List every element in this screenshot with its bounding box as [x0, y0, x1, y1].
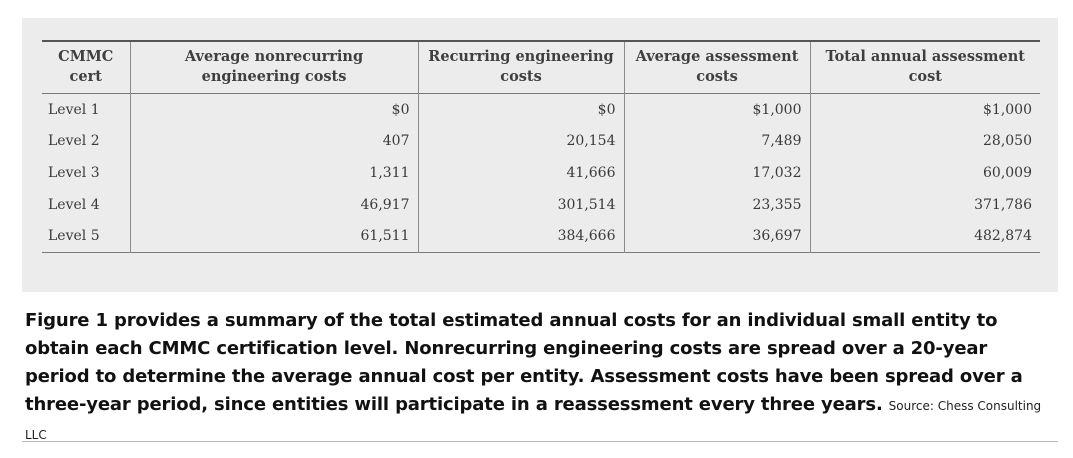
column-header-cert: CMMC cert: [58, 48, 114, 85]
assessment-cell: $1,000: [623, 93, 810, 126]
assessment-cell: 7,489: [623, 125, 810, 158]
total-cell: $1,000: [809, 93, 1040, 126]
table-row: Level 3 1,311 41,666 17,032 60,009: [42, 157, 1040, 189]
row-label: Level 3: [48, 164, 100, 181]
bottom-divider: [22, 441, 1058, 442]
recurring-cell: 20,154: [417, 125, 624, 158]
row-label: Level 4: [48, 196, 100, 213]
column-header-nonrecurring: Average nonrecurring engineering costs: [129, 41, 418, 94]
row-label: Level 1: [48, 101, 100, 118]
assessment-cell: 36,697: [623, 220, 810, 253]
column-header-total: Total annual assessment cost: [809, 41, 1040, 94]
table-row: Level 1 $0 $0 $1,000 $1,000: [42, 93, 1040, 126]
column-header-recurring: Recurring engineering costs: [417, 41, 624, 94]
table-row: Level 4 46,917 301,514 23,355 371,786: [42, 188, 1040, 221]
assessment-cell: 23,355: [623, 188, 810, 221]
row-label: Level 5: [48, 228, 100, 245]
nonrecurring-cell: 1,311: [129, 157, 418, 189]
figure-caption: Figure 1 provides a summary of the total…: [25, 307, 1055, 449]
recurring-cell: $0: [417, 93, 624, 126]
nonrecurring-cell: 61,511: [129, 220, 418, 253]
source-credit: Source: Chess Consulting LLC: [25, 399, 1042, 442]
recurring-cell: 41,666: [417, 157, 624, 189]
table-panel: CMMC cert Average nonrecurring engineeri…: [22, 18, 1058, 292]
column-header-assessment: Average assessment costs: [623, 41, 810, 94]
total-cell: 482,874: [809, 220, 1040, 253]
recurring-cell: 301,514: [417, 188, 624, 221]
total-cell: 28,050: [809, 125, 1040, 158]
nonrecurring-cell: 407: [129, 125, 418, 158]
nonrecurring-cell: 46,917: [129, 188, 418, 221]
assessment-cell: 17,032: [623, 157, 810, 189]
total-cell: 60,009: [809, 157, 1040, 189]
cost-table: CMMC cert Average nonrecurring engineeri…: [42, 40, 1040, 253]
total-cell: 371,786: [809, 188, 1040, 221]
caption-text: Figure 1 provides a summary of the total…: [25, 310, 1023, 415]
table-row: Level 5 61,511 384,666 36,697 482,874: [42, 220, 1040, 253]
table-row: Level 2 407 20,154 7,489 28,050: [42, 125, 1040, 158]
row-label: Level 2: [48, 133, 100, 150]
table-header-row: CMMC cert Average nonrecurring engineeri…: [42, 41, 1040, 94]
nonrecurring-cell: $0: [129, 93, 418, 126]
recurring-cell: 384,666: [417, 220, 624, 253]
